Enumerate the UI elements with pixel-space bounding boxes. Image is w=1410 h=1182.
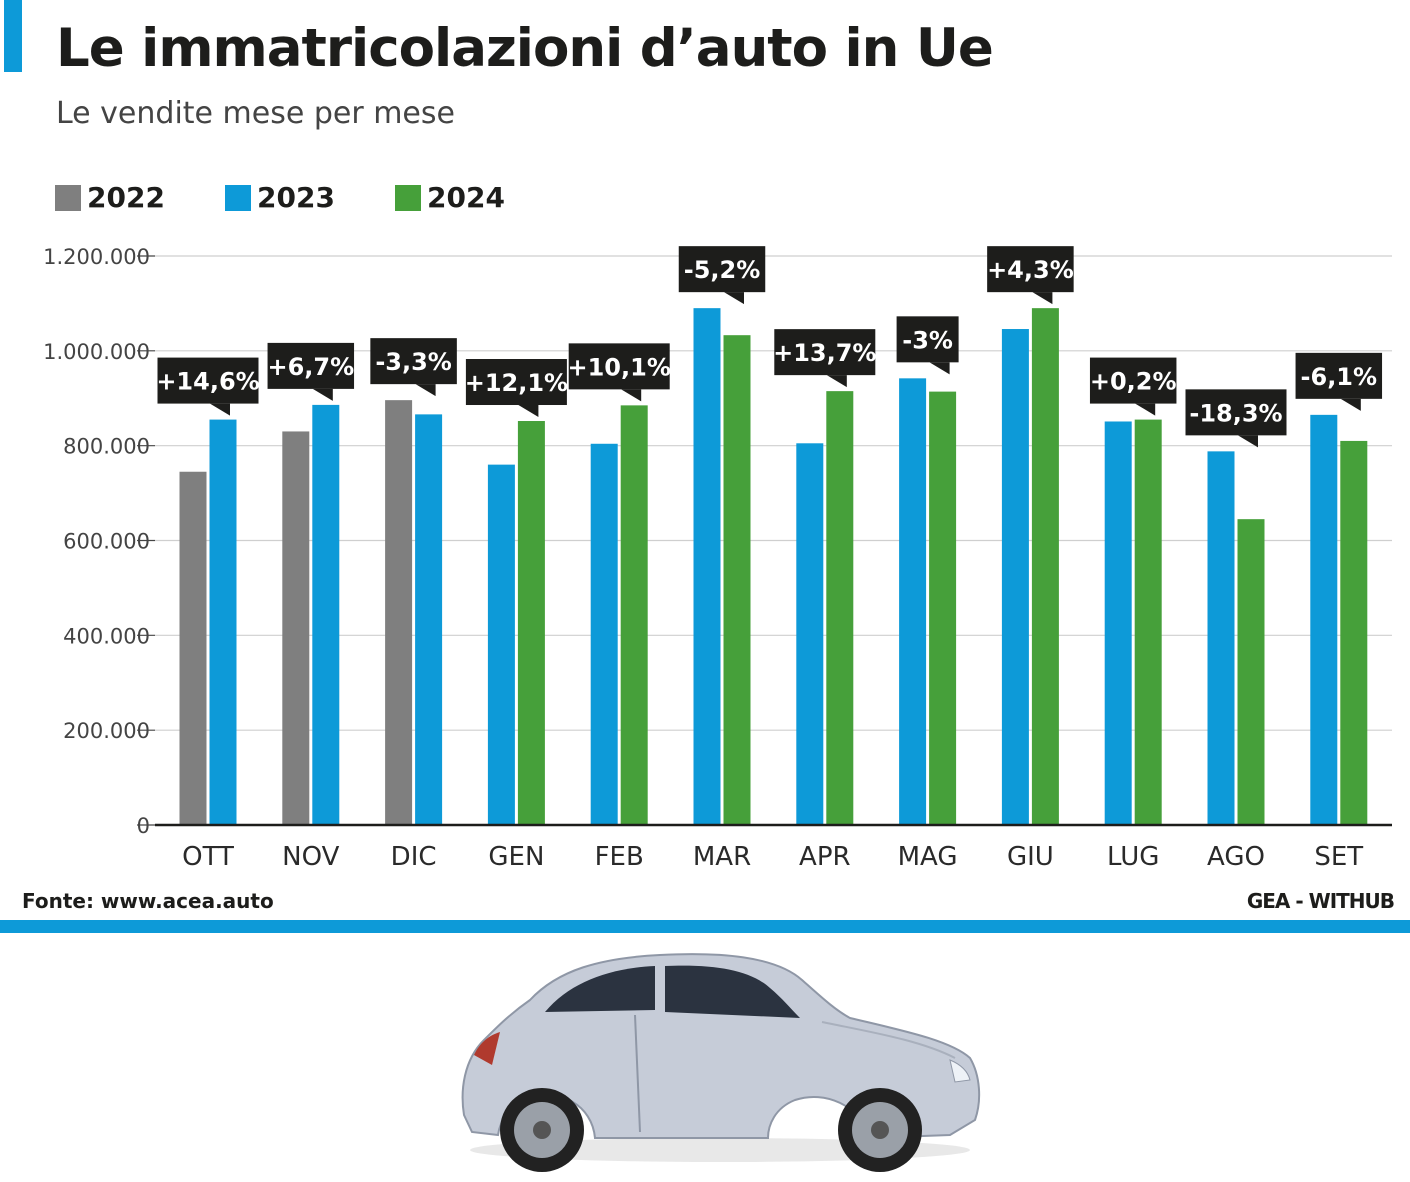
x-tick-label: MAR (693, 842, 751, 872)
change-label-box (267, 342, 355, 389)
change-label-pointer (312, 388, 333, 401)
change-label-box (465, 359, 567, 406)
change-label-pointer (210, 403, 230, 416)
change-label-box (370, 338, 457, 385)
bar-2023 (899, 378, 927, 825)
change-label-pointer (1340, 398, 1361, 411)
bar-2022 (282, 431, 310, 825)
y-tick-label: 800.000 (63, 435, 150, 459)
x-tick-label: LUG (1107, 842, 1159, 872)
chart-subtitle: Le vendite mese per mese (56, 96, 455, 131)
bar-2023 (796, 443, 824, 825)
change-label-pointer (1032, 292, 1053, 305)
y-tick-label: 1.200.000 (43, 245, 150, 269)
legend-swatch-2023 (225, 184, 251, 211)
change-label-box (1295, 352, 1383, 399)
source-note: Fonte: www.acea.auto (22, 889, 274, 913)
change-label: +0,2% (1090, 368, 1177, 396)
bar-2024 (1134, 419, 1162, 825)
x-tick-label: GEN (488, 842, 544, 872)
x-tick-label: GIU (1007, 842, 1054, 872)
bar-2024 (929, 391, 957, 825)
bar-2023 (312, 404, 340, 825)
bar-2023 (209, 419, 237, 825)
change-label-pointer (621, 389, 642, 402)
legend-swatch-2022 (55, 184, 81, 211)
bar-2024 (1340, 440, 1368, 825)
car-illustration (461, 953, 981, 1172)
y-tick-label: 0 (137, 814, 150, 838)
credit-note: GEA - WITHUB (1246, 889, 1395, 913)
bar-2024 (620, 405, 648, 825)
change-label-pointer (826, 375, 847, 388)
bar-2024 (1031, 308, 1059, 825)
bar-2022 (179, 471, 207, 825)
legend-label-2023: 2023 (257, 181, 335, 214)
x-tick-label: AGO (1207, 842, 1265, 872)
change-label-box (774, 329, 876, 376)
change-label-box (1089, 357, 1177, 404)
x-tick-label: SET (1314, 842, 1363, 872)
legend-label-2022: 2022 (87, 181, 165, 214)
change-label: +12,1% (465, 369, 568, 397)
x-tick-label: MAG (898, 842, 958, 872)
bar-2024 (517, 421, 545, 825)
bar-2023 (415, 414, 443, 825)
legend-item-2024: 2024 (395, 181, 505, 214)
bar-2023 (1104, 421, 1132, 825)
change-label: +4,3% (987, 256, 1074, 284)
change-label-box (568, 343, 670, 390)
y-tick-label: 400.000 (63, 624, 150, 648)
y-tick-label: 1.000.000 (43, 340, 150, 364)
title-accent-bar (4, 0, 22, 72)
bar-2023 (1207, 451, 1235, 825)
change-label-box (987, 246, 1074, 293)
y-tick-label: 600.000 (63, 530, 150, 554)
bar-2024 (723, 335, 751, 825)
change-label-box (896, 316, 959, 363)
x-tick-label: OTT (182, 842, 234, 872)
change-label: +6,7% (267, 353, 354, 381)
chart-title: Le immatricolazioni d’auto in Ue (56, 18, 994, 79)
change-label-pointer (724, 292, 744, 305)
legend-swatch-2024 (395, 184, 421, 211)
footer-divider (0, 920, 1410, 933)
bar-2024 (1237, 519, 1265, 825)
change-label: +10,1% (568, 353, 671, 381)
change-label-pointer (929, 362, 950, 375)
bar-2023 (1001, 329, 1029, 825)
x-tick-label: DIC (391, 842, 437, 872)
bar-chart: 0 200.000 400.000 600.000 800.000 1.000.000 1.… (43, 245, 1392, 872)
bar-2023 (487, 464, 515, 825)
change-label-box (1185, 389, 1287, 436)
y-tick-label: 200.000 (63, 719, 150, 743)
bar-2024 (826, 391, 854, 825)
x-tick-label: NOV (282, 842, 339, 872)
change-label-pointer (518, 405, 539, 418)
change-label: +13,7% (773, 339, 876, 367)
change-label-pointer (415, 384, 436, 397)
legend-item-2022: 2022 (55, 181, 165, 214)
bar-2023 (590, 443, 618, 825)
change-label-pointer (1135, 403, 1156, 416)
x-tick-label: FEB (595, 842, 644, 872)
change-label: -6,1% (1301, 363, 1378, 391)
bar-2023 (1310, 414, 1338, 825)
change-label-box (678, 246, 766, 293)
legend-item-2023: 2023 (225, 181, 335, 214)
x-tick-label: APR (799, 842, 851, 872)
bar-2023 (693, 308, 721, 825)
legend-label-2024: 2024 (427, 181, 505, 214)
change-label: -3% (902, 326, 953, 354)
change-label: +14,6% (156, 368, 259, 396)
change-label-pointer (1238, 435, 1258, 448)
change-label: -3,3% (375, 348, 452, 376)
bar-2022 (385, 400, 413, 825)
change-label-box (157, 357, 259, 404)
change-label: -18,3% (1189, 399, 1282, 427)
change-label: -5,2% (684, 256, 761, 284)
